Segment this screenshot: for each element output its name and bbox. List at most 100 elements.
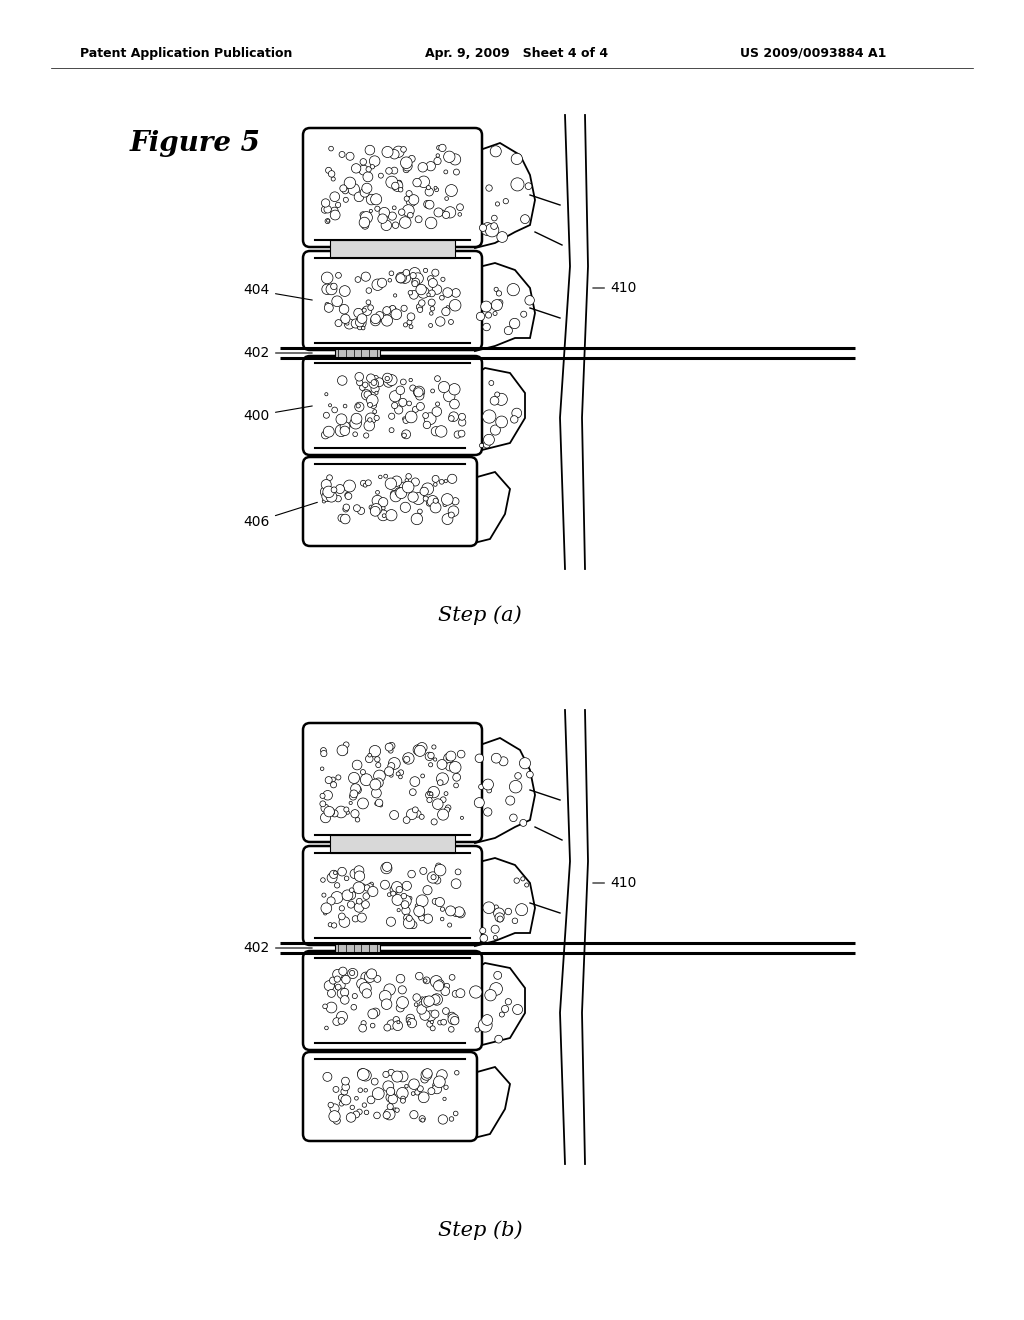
Circle shape	[332, 923, 337, 928]
Circle shape	[429, 763, 433, 767]
Circle shape	[348, 772, 359, 784]
Circle shape	[453, 774, 461, 781]
Circle shape	[366, 480, 372, 486]
Circle shape	[384, 378, 393, 387]
Circle shape	[427, 797, 432, 803]
Circle shape	[349, 970, 354, 975]
Circle shape	[390, 886, 398, 894]
Circle shape	[370, 746, 381, 756]
Circle shape	[413, 492, 424, 504]
Circle shape	[356, 899, 362, 904]
Circle shape	[359, 982, 372, 994]
Circle shape	[408, 213, 413, 218]
Circle shape	[349, 801, 352, 805]
Circle shape	[408, 1019, 417, 1028]
Circle shape	[447, 1012, 456, 1020]
Circle shape	[351, 319, 360, 329]
Circle shape	[366, 145, 375, 154]
Circle shape	[355, 372, 364, 381]
Circle shape	[410, 268, 420, 279]
Circle shape	[375, 206, 380, 211]
Circle shape	[350, 789, 357, 797]
Circle shape	[438, 381, 450, 392]
Circle shape	[482, 323, 490, 331]
Circle shape	[395, 1107, 399, 1113]
Circle shape	[361, 389, 372, 400]
Circle shape	[424, 413, 436, 425]
Circle shape	[389, 391, 400, 401]
Circle shape	[440, 277, 445, 281]
Circle shape	[381, 219, 385, 223]
Circle shape	[385, 767, 393, 776]
Circle shape	[450, 1117, 454, 1121]
Circle shape	[353, 309, 362, 318]
Circle shape	[378, 279, 387, 288]
Circle shape	[389, 428, 394, 433]
Polygon shape	[470, 368, 525, 453]
Circle shape	[461, 816, 464, 820]
Circle shape	[323, 791, 333, 800]
Circle shape	[418, 1086, 423, 1092]
Circle shape	[425, 187, 433, 195]
Circle shape	[421, 1076, 428, 1082]
Circle shape	[513, 1005, 522, 1015]
Circle shape	[336, 272, 341, 279]
Circle shape	[436, 1069, 447, 1080]
Circle shape	[396, 487, 407, 499]
Circle shape	[407, 915, 413, 921]
Circle shape	[434, 157, 441, 165]
Circle shape	[386, 375, 397, 385]
Circle shape	[365, 220, 370, 224]
Circle shape	[339, 968, 347, 975]
Circle shape	[353, 1111, 359, 1118]
Circle shape	[340, 515, 350, 524]
Circle shape	[357, 799, 369, 809]
Circle shape	[399, 895, 412, 907]
Circle shape	[359, 385, 366, 391]
Circle shape	[403, 323, 408, 327]
Circle shape	[322, 272, 333, 284]
Circle shape	[404, 1085, 409, 1088]
Circle shape	[331, 177, 335, 181]
Circle shape	[361, 900, 370, 908]
Circle shape	[417, 304, 423, 310]
Circle shape	[418, 162, 427, 172]
Circle shape	[482, 1015, 493, 1026]
Circle shape	[441, 987, 450, 995]
Circle shape	[355, 318, 365, 327]
Text: US 2009/0093884 A1: US 2009/0093884 A1	[740, 46, 887, 59]
Circle shape	[451, 1016, 459, 1024]
Circle shape	[328, 990, 336, 998]
Circle shape	[470, 986, 482, 998]
Circle shape	[368, 305, 374, 310]
Circle shape	[361, 183, 372, 193]
Circle shape	[370, 210, 373, 213]
Circle shape	[376, 763, 381, 768]
Circle shape	[329, 404, 332, 407]
Circle shape	[457, 203, 464, 211]
Circle shape	[479, 928, 485, 933]
Circle shape	[444, 479, 447, 483]
Circle shape	[323, 499, 326, 503]
Circle shape	[390, 810, 398, 820]
Circle shape	[492, 300, 503, 310]
Circle shape	[368, 417, 372, 422]
Circle shape	[376, 491, 380, 494]
Circle shape	[494, 936, 498, 940]
Circle shape	[429, 312, 433, 315]
Circle shape	[481, 223, 494, 235]
Circle shape	[435, 317, 445, 326]
Circle shape	[397, 1020, 400, 1024]
Circle shape	[362, 892, 370, 899]
Circle shape	[431, 426, 440, 436]
Circle shape	[366, 288, 372, 293]
Circle shape	[454, 783, 459, 788]
Circle shape	[421, 774, 425, 777]
Circle shape	[432, 1084, 441, 1094]
Circle shape	[525, 296, 535, 305]
Circle shape	[388, 1089, 394, 1096]
Circle shape	[388, 306, 396, 314]
Circle shape	[409, 325, 413, 329]
Circle shape	[356, 380, 362, 385]
Circle shape	[322, 479, 331, 490]
